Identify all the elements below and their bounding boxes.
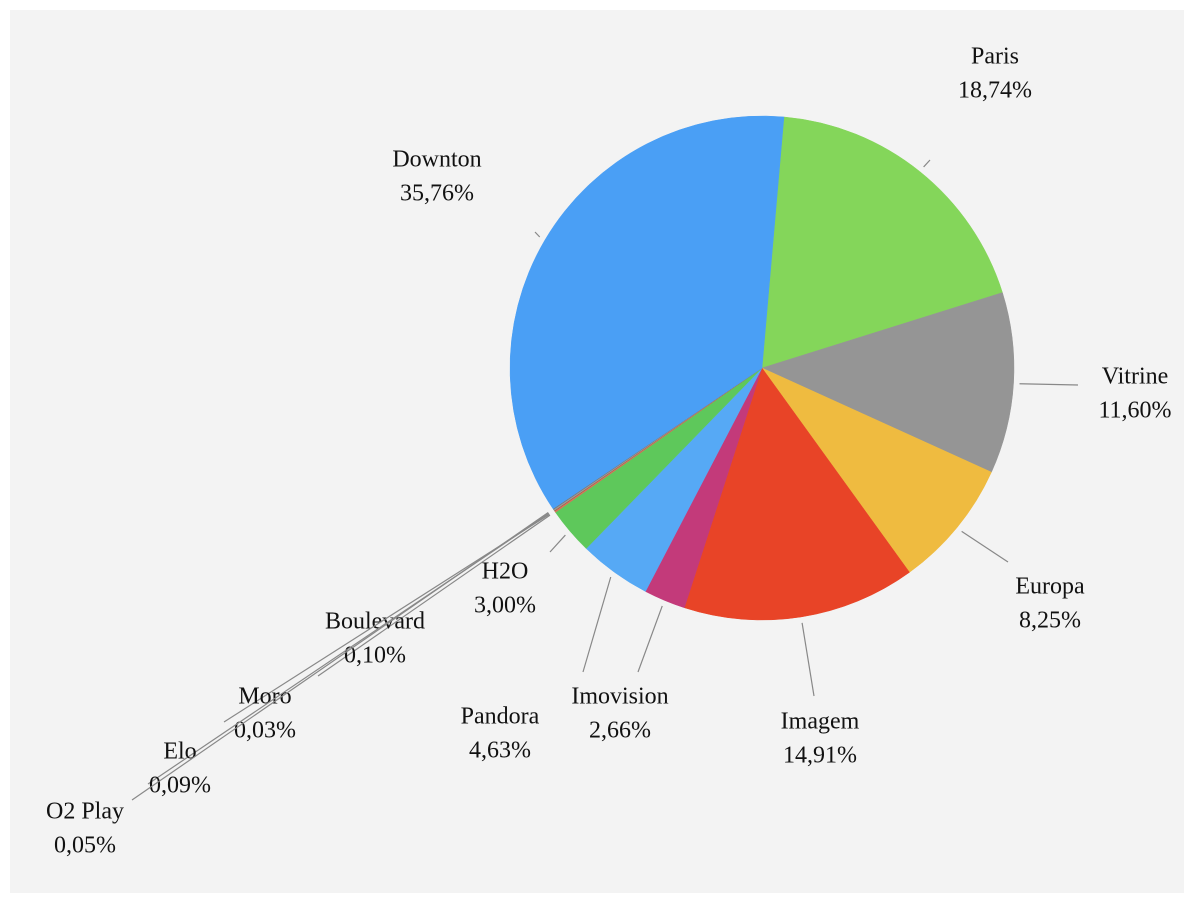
pie-slice <box>761 292 1015 473</box>
slice-value-label: 35,76% <box>400 181 474 207</box>
leader-line <box>131 511 549 801</box>
leader-line <box>637 605 663 673</box>
leader-line <box>961 530 1009 563</box>
slice-value-label: 0,09% <box>149 773 211 799</box>
slice-value-label: 0,05% <box>54 833 116 859</box>
slice-label: Vitrine <box>1102 364 1169 390</box>
leader-line <box>1019 383 1079 386</box>
slice-value-label: 3,00% <box>474 593 536 619</box>
pie-slice <box>684 367 910 621</box>
leader-line <box>534 231 541 238</box>
slice-value-label: 18,74% <box>958 78 1032 104</box>
slice-label: Downton <box>392 147 481 173</box>
slice-value-label: 0,03% <box>234 718 296 744</box>
slice-value-label: 4,63% <box>469 738 531 764</box>
leader-line <box>317 514 551 677</box>
slice-label: H2O <box>482 559 529 585</box>
slice-label: Imovision <box>571 684 668 710</box>
pie-slice <box>761 367 992 573</box>
slice-label: Europa <box>1015 574 1085 600</box>
slice-value-label: 14,91% <box>783 743 857 769</box>
leader-line <box>582 576 612 673</box>
slice-value-label: 11,60% <box>1098 398 1171 424</box>
slice-label: Pandora <box>461 704 540 730</box>
slice-value-label: 8,25% <box>1019 608 1081 634</box>
pie-slice <box>509 115 785 510</box>
slice-label: Elo <box>163 739 196 765</box>
leader-line <box>549 534 566 553</box>
slice-value-label: 2,66% <box>589 718 651 744</box>
slice-label: Imagem <box>781 709 860 735</box>
slice-value-label: 0,10% <box>344 643 406 669</box>
leader-line <box>923 159 931 168</box>
slice-label: O2 Play <box>46 799 124 825</box>
pie-slice <box>761 116 1003 369</box>
slice-label: Paris <box>971 44 1019 70</box>
leader-line <box>801 622 815 697</box>
